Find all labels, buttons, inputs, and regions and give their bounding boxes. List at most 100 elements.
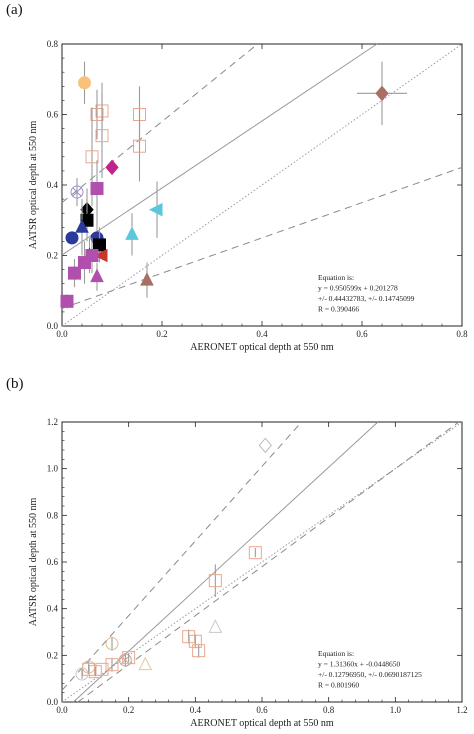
y-tick-label: 0.8 bbox=[47, 39, 59, 49]
square-marker bbox=[105, 658, 119, 672]
data-point bbox=[118, 653, 132, 667]
data-point bbox=[70, 177, 84, 207]
panel-label-b: (b) bbox=[6, 376, 24, 392]
diamond-marker bbox=[105, 159, 119, 176]
data-point bbox=[93, 227, 106, 263]
data-point bbox=[90, 160, 104, 217]
data-point bbox=[208, 564, 222, 597]
x-axis-label: AERONET optical depth at 550 nm bbox=[190, 342, 334, 353]
x-tick-label: 0.4 bbox=[190, 705, 202, 715]
equation-line: +/- 0.44432783, +/- 0.14745099 bbox=[318, 294, 415, 303]
data-point bbox=[192, 643, 206, 658]
fit-line bbox=[73, 421, 379, 703]
circle-marker bbox=[65, 231, 79, 245]
plot-frame bbox=[61, 43, 463, 327]
y-tick-label: 0.2 bbox=[47, 650, 58, 660]
y-axis-label: AATSR optical depth at 550 nm bbox=[28, 120, 39, 249]
data-point bbox=[68, 259, 81, 288]
square-marker bbox=[60, 294, 74, 308]
equation-line: R = 0.801960 bbox=[318, 681, 359, 690]
square-marker bbox=[95, 662, 109, 676]
data-point bbox=[78, 61, 91, 104]
y-axis-label: AATSR optical depth at 550 nm bbox=[28, 497, 39, 626]
y-tick-label: 0.0 bbox=[47, 321, 59, 331]
panel-label-a: (a) bbox=[6, 2, 23, 18]
data-point bbox=[138, 656, 153, 671]
square-marker bbox=[192, 644, 206, 658]
x-tick-label: 0.8 bbox=[456, 329, 468, 339]
circle-marker bbox=[78, 76, 91, 90]
data-point bbox=[258, 437, 272, 454]
x-tick-label: 0.2 bbox=[123, 705, 134, 715]
square-marker bbox=[95, 129, 109, 143]
x-tick-label: 0.2 bbox=[156, 329, 167, 339]
x-tick-label: 0.0 bbox=[56, 705, 68, 715]
data-point bbox=[357, 61, 407, 126]
diamond-marker bbox=[375, 85, 389, 102]
data-point bbox=[95, 662, 109, 676]
data-point bbox=[182, 629, 196, 644]
square-marker bbox=[188, 634, 202, 648]
data-point bbox=[248, 546, 262, 560]
triangle-marker bbox=[90, 268, 104, 283]
equation-line: y = 1.31360x + -0.0448650 bbox=[318, 660, 400, 669]
x-tick-label: 0.6 bbox=[256, 705, 268, 715]
square-marker bbox=[85, 249, 99, 262]
one-to-one-line bbox=[61, 43, 463, 327]
data-point bbox=[208, 619, 223, 633]
square-marker bbox=[93, 238, 106, 252]
square-marker bbox=[90, 108, 104, 121]
y-tick-label: 0.6 bbox=[47, 110, 59, 120]
square-marker bbox=[122, 651, 136, 665]
x-axis-label: AERONET optical depth at 550 nm bbox=[190, 718, 334, 729]
data-point bbox=[60, 294, 74, 309]
square-marker bbox=[88, 665, 102, 679]
triangle-marker bbox=[208, 619, 223, 633]
equation-line: Equation is: bbox=[318, 649, 354, 658]
data-point bbox=[105, 657, 119, 672]
data-point bbox=[105, 636, 119, 651]
equation-line: y = 0.950599x + 0.201278 bbox=[318, 284, 398, 293]
x-tick-label: 0.0 bbox=[56, 329, 68, 339]
data-point bbox=[65, 231, 79, 245]
data-point bbox=[75, 199, 89, 256]
data-point bbox=[93, 248, 108, 263]
chart-a: 0.0 0.2 0.4 0.6 0.8 0.0 0.2 0.4 0.6 0.8 AERONET op… bbox=[28, 39, 468, 353]
square-marker bbox=[208, 574, 222, 588]
data-point bbox=[90, 262, 104, 291]
lower-envelope-line bbox=[77, 421, 460, 703]
diamond-marker bbox=[258, 437, 272, 454]
equation-line: R = 0.390466 bbox=[318, 305, 359, 314]
y-tick-label: 0.6 bbox=[47, 557, 59, 567]
y-tick-label: 0.4 bbox=[47, 604, 59, 614]
data-point bbox=[133, 110, 146, 182]
x-tick-label: 0.6 bbox=[356, 329, 368, 339]
equation-line: +/- 0.12796950, +/- 0.0690187125 bbox=[318, 670, 422, 679]
square-marker bbox=[90, 182, 104, 196]
x-tick-label: 0.8 bbox=[323, 705, 335, 715]
data-point bbox=[122, 651, 136, 665]
xcircle-cross bbox=[72, 187, 82, 197]
xcircle-marker bbox=[70, 185, 84, 199]
chart-b: 0.0 0.2 0.4 0.6 0.8 1.0 1.2 0.0 0.2 0.4 0.6 0.8 1.0 1… bbox=[28, 417, 468, 729]
x-tick-label: 1.2 bbox=[456, 705, 467, 715]
lower-envelope-line bbox=[61, 166, 463, 309]
triangle-left-marker bbox=[148, 202, 163, 217]
square-marker bbox=[68, 266, 81, 280]
triangle-marker bbox=[75, 219, 89, 233]
x-tick-label: 1.0 bbox=[390, 705, 402, 715]
data-point bbox=[85, 237, 99, 274]
y-tick-label: 0.2 bbox=[47, 251, 58, 261]
data-point bbox=[88, 665, 102, 679]
circle-marker bbox=[105, 637, 119, 651]
data-point bbox=[105, 159, 119, 176]
square-marker bbox=[248, 546, 262, 560]
data-point bbox=[75, 667, 89, 681]
square-marker bbox=[85, 150, 99, 164]
data-point bbox=[90, 89, 104, 140]
square-marker bbox=[133, 139, 146, 153]
upper-envelope-line bbox=[61, 43, 258, 204]
data-point bbox=[188, 634, 202, 649]
y-tick-label: 1.0 bbox=[47, 464, 59, 474]
data-point bbox=[82, 662, 96, 676]
